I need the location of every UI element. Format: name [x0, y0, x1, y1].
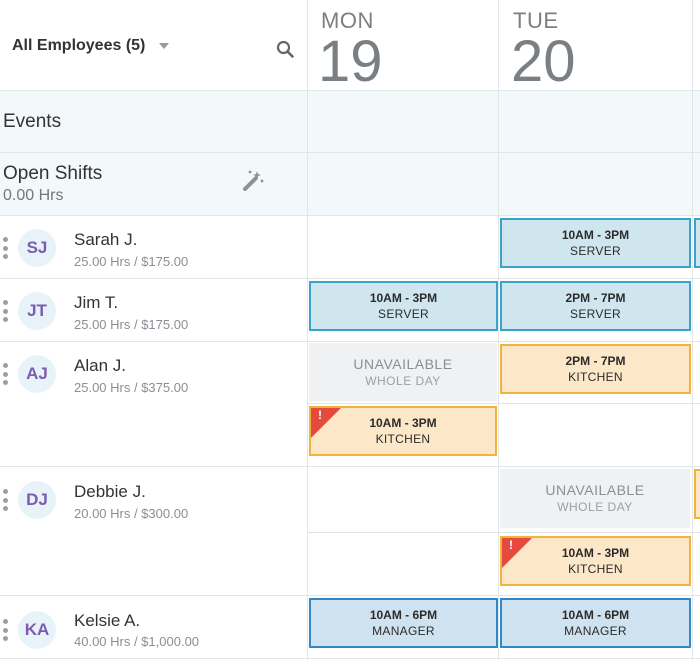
- chevron-down-icon: [159, 43, 170, 49]
- employee-hours: 25.00 Hrs / $375.00: [74, 380, 189, 395]
- shift-time: 10AM - 3PM: [561, 228, 630, 242]
- employee-name[interactable]: Sarah J.: [74, 230, 138, 249]
- employee-name[interactable]: Kelsie A.: [74, 611, 141, 630]
- avatar: JT: [18, 292, 56, 330]
- employee-hours: 20.00 Hrs / $300.00: [74, 506, 189, 521]
- employee-name[interactable]: Debbie J.: [74, 482, 146, 501]
- shift-time: 10AM - 3PM: [369, 291, 438, 305]
- shift-role: MANAGER: [372, 624, 435, 638]
- shift-time: 2PM - 7PM: [565, 291, 626, 305]
- drag-handle[interactable]: [3, 363, 9, 385]
- shift-time: 10AM - 6PM: [561, 608, 630, 622]
- employee-hours: 25.00 Hrs / $175.00: [74, 254, 189, 269]
- alert-flag-mark: !: [509, 538, 513, 552]
- shift-role: KITCHEN: [568, 370, 623, 384]
- events-row-bg: [0, 90, 700, 152]
- employee-hours: 25.00 Hrs / $175.00: [74, 317, 189, 332]
- grid-line: [307, 403, 700, 404]
- shift-role: SERVER: [570, 244, 621, 258]
- open-shifts-row-bg: [0, 153, 700, 215]
- search-icon[interactable]: [276, 40, 294, 58]
- magic-wand-icon[interactable]: [241, 169, 265, 193]
- avatar: SJ: [18, 229, 56, 267]
- grid-line: [0, 466, 700, 467]
- grid-line: [0, 595, 700, 596]
- employee-filter-dropdown[interactable]: All Employees (5): [12, 37, 170, 55]
- unavailable-label: UNAVAILABLE: [545, 482, 645, 498]
- shift-time: 10AM - 6PM: [369, 608, 438, 622]
- avatar: KA: [18, 611, 56, 649]
- employee-name[interactable]: Alan J.: [74, 356, 126, 375]
- unavailable-sub: WHOLE DAY: [557, 500, 633, 514]
- grid-line: [0, 90, 700, 91]
- unavailable-block: UNAVAILABLE WHOLE DAY: [500, 469, 690, 528]
- drag-handle[interactable]: [3, 619, 9, 641]
- day-number-tue: 20: [511, 29, 576, 94]
- unavailable-sub: WHOLE DAY: [365, 373, 441, 388]
- shift-block[interactable]: 10AM - 6PM MANAGER: [309, 598, 498, 648]
- alert-flag-icon: !: [311, 408, 341, 438]
- grid-line: [0, 215, 700, 216]
- day-name-tue: TUE: [513, 8, 559, 33]
- avatar: AJ: [18, 355, 56, 393]
- grid-line: [0, 658, 700, 659]
- shift-role: MANAGER: [564, 624, 627, 638]
- shift-role: SERVER: [378, 307, 429, 321]
- events-label: Events: [3, 111, 62, 132]
- grid-line: [307, 532, 700, 533]
- shift-block[interactable]: 10AM - 3PM SERVER: [500, 218, 691, 268]
- unavailable-block: UNAVAILABLE WHOLE DAY: [309, 343, 497, 401]
- open-shifts-hours: 0.00 Hrs: [3, 187, 64, 204]
- drag-handle[interactable]: [3, 300, 9, 322]
- shift-block[interactable]: ! 10AM - 3PM KITCHEN: [500, 536, 691, 586]
- grid-line: [0, 278, 700, 279]
- alert-flag-icon: !: [502, 538, 532, 568]
- shift-block[interactable]: 2PM - 7PM KITCHEN: [500, 344, 691, 394]
- employee-hours: 40.00 Hrs / $1,000.00: [74, 634, 200, 649]
- day-number-mon: 19: [318, 29, 383, 94]
- employee-filter-label: All Employees (5): [12, 37, 146, 54]
- shift-time: 10AM - 3PM: [561, 546, 630, 560]
- shift-role: KITCHEN: [568, 562, 623, 576]
- grid-line: [0, 341, 700, 342]
- shift-block[interactable]: 2PM - 7PM SERVER: [500, 281, 691, 331]
- drag-handle[interactable]: [3, 237, 9, 259]
- shift-time: 10AM - 3PM: [369, 416, 437, 430]
- alert-flag-mark: !: [318, 408, 322, 422]
- shift-role: KITCHEN: [375, 432, 431, 446]
- avatar: DJ: [18, 481, 56, 519]
- unavailable-label: UNAVAILABLE: [353, 355, 453, 372]
- shift-block[interactable]: ! 10AM - 3PM KITCHEN: [309, 406, 497, 456]
- grid-line: [498, 0, 499, 660]
- shift-block[interactable]: [694, 218, 700, 268]
- shift-block[interactable]: 10AM - 3PM SERVER: [309, 281, 498, 331]
- shift-role: SERVER: [570, 307, 621, 321]
- day-name-mon: MON: [321, 8, 374, 33]
- grid-line: [692, 0, 693, 660]
- shift-time: 2PM - 7PM: [565, 354, 626, 368]
- open-shifts-title: Open Shifts: [3, 163, 103, 184]
- employee-name[interactable]: Jim T.: [74, 293, 119, 312]
- grid-line: [0, 152, 700, 153]
- shift-block[interactable]: [694, 469, 700, 519]
- drag-handle[interactable]: [3, 489, 9, 511]
- shift-block[interactable]: 10AM - 6PM MANAGER: [500, 598, 691, 648]
- grid-line: [307, 0, 308, 660]
